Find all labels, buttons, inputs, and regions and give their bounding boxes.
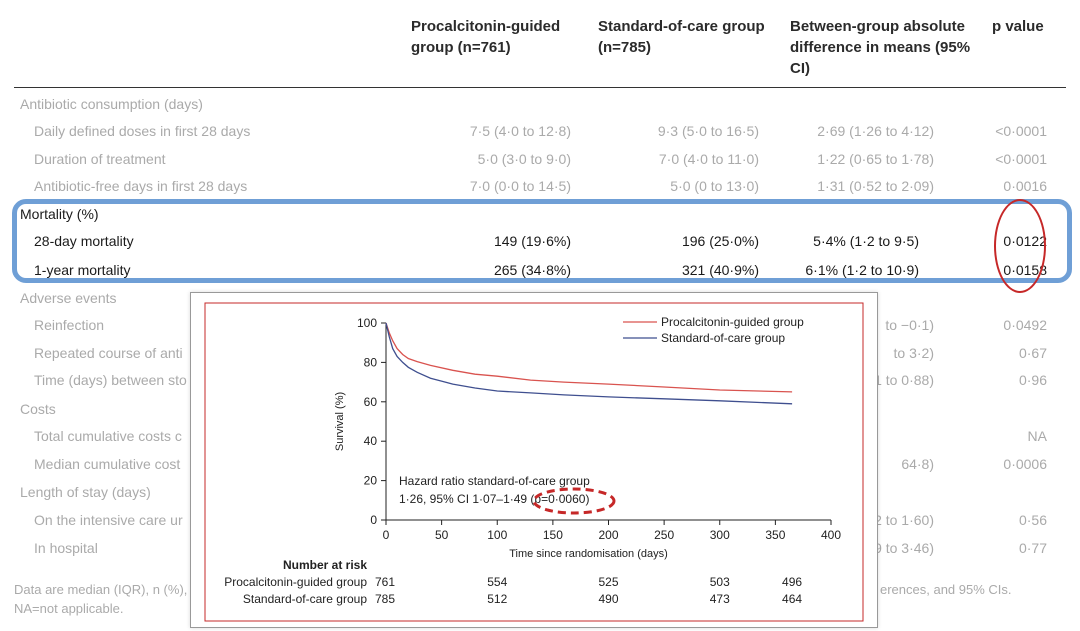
- cell-diff: 9 to 3·46): [874, 540, 934, 556]
- cell-p: NA: [1027, 428, 1047, 444]
- row-label: 1-year mortality: [34, 262, 131, 278]
- x-tick-label: 250: [654, 528, 674, 542]
- cell-pct: 265 (34·8%): [493, 262, 571, 278]
- cell-p: 0·77: [1018, 540, 1047, 556]
- legend-label-0: Procalcitonin-guided group: [661, 315, 804, 329]
- x-tick-label: 100: [487, 528, 507, 542]
- y-tick-label: 20: [364, 474, 378, 488]
- cell-diff: 1·22 (0·65 to 1·78): [817, 151, 934, 167]
- x-tick-label: 400: [821, 528, 841, 542]
- x-tick-label: 50: [435, 528, 449, 542]
- x-tick-label: 0: [383, 528, 390, 542]
- row-label: Daily defined doses in first 28 days: [34, 123, 251, 139]
- x-tick-label: 200: [598, 528, 618, 542]
- footnote-line1: Data are median (IQR), n (%),: [14, 582, 188, 597]
- x-axis-label: Time since randomisation (days): [509, 548, 668, 560]
- row-label: Antibiotic-free days in first 28 days: [34, 178, 248, 194]
- row-label: Time (days) between sto: [34, 372, 187, 388]
- section-heading: Mortality (%): [20, 206, 99, 222]
- row-label: Repeated course of anti: [34, 345, 183, 361]
- cell-p: <0·0001: [995, 151, 1047, 167]
- risk-value: 512: [487, 592, 507, 606]
- risk-row-label: Procalcitonin-guided group: [224, 575, 367, 589]
- survival-chart: 0 20 40 60 80 100 0 50 100 150 200 250 300 350 400 Time…: [204, 302, 864, 622]
- risk-value: 503: [710, 575, 730, 589]
- risk-value: 761: [375, 575, 395, 589]
- row-label: Total cumulative costs c: [34, 428, 182, 444]
- section-heading: Length of stay (days): [20, 484, 151, 500]
- hazard-ratio-line2: 1·26, 95% CI 1·07–1·49 (p=0·0060): [399, 492, 589, 506]
- footnote-line2: NA=not applicable.: [14, 601, 124, 616]
- pvalue-dashed-ellipse: [532, 487, 616, 515]
- x-tick-label: 300: [710, 528, 730, 542]
- cell-soc: 321 (40·9%): [681, 262, 759, 278]
- cell-diff: 1 to 0·88): [874, 372, 934, 388]
- cell-diff: to 3·2): [893, 345, 934, 361]
- cell-soc: 9·3 (5·0 to 16·5): [657, 123, 759, 139]
- cell-diff: 6·1% (1·2 to 10·9): [805, 262, 919, 278]
- row-label: Median cumulative cost: [34, 456, 181, 472]
- footnote-line1-right: erences, and 95% CIs.: [880, 582, 1012, 597]
- cell-p: <0·0001: [995, 123, 1047, 139]
- cell-soc: 7·0 (4·0 to 11·0): [658, 151, 759, 167]
- cell-p: 0·56: [1018, 512, 1047, 528]
- section-heading: Adverse events: [20, 290, 117, 306]
- col-header-pct: Procalcitonin-guided group (n=761): [411, 18, 561, 56]
- risk-value: 554: [487, 575, 507, 589]
- risk-value: 464: [782, 592, 802, 606]
- mortality-highlight-box: [12, 199, 1072, 283]
- y-tick-label: 60: [364, 395, 378, 409]
- cell-soc: 196 (25·0%): [681, 233, 759, 249]
- cell-p: 0·67: [1018, 345, 1047, 361]
- pvalue-circle-annotation: [994, 199, 1046, 293]
- row-label: On the intensive care ur: [34, 512, 183, 528]
- row-label: Duration of treatment: [34, 151, 166, 167]
- chart-frame: [204, 302, 864, 622]
- x-tick-label: 350: [765, 528, 785, 542]
- x-tick-label: 150: [543, 528, 563, 542]
- cell-diff: 5·4% (1·2 to 9·5): [813, 233, 919, 249]
- cell-pct: 149 (19·6%): [493, 233, 571, 249]
- cell-soc: 5·0 (0 to 13·0): [670, 178, 759, 194]
- col-header-p: p value: [992, 18, 1044, 35]
- y-tick-label: 0: [370, 513, 377, 527]
- y-tick-label: 40: [364, 434, 378, 448]
- cell-pct: 7·5 (4·0 to 12·8): [469, 123, 571, 139]
- cell-diff: 64·8): [901, 456, 934, 472]
- row-label: In hospital: [34, 540, 98, 556]
- row-label: 28-day mortality: [34, 233, 134, 249]
- risk-value: 785: [375, 592, 395, 606]
- col-header-soc: Standard-of-care group (n=785): [598, 18, 765, 56]
- legend-label-1: Standard-of-care group: [661, 331, 785, 345]
- risk-value: 496: [782, 575, 802, 589]
- y-tick-label: 80: [364, 355, 378, 369]
- cell-p: 0·0016: [1003, 178, 1047, 194]
- section-heading: Costs: [20, 401, 56, 417]
- series-line-1: [385, 322, 793, 405]
- cell-diff: 1·31 (0·52 to 2·09): [817, 178, 934, 194]
- hazard-ratio-line1: Hazard ratio standard-of-care group: [399, 474, 590, 488]
- cell-diff: 2·69 (1·26 to 4·12): [817, 123, 934, 139]
- risk-value: 490: [598, 592, 618, 606]
- series-line-0: [385, 322, 793, 393]
- risk-value: 525: [598, 575, 618, 589]
- cell-pct: 7·0 (0·0 to 14·5): [469, 178, 571, 194]
- col-header-diff: Between-group absolute difference in mea…: [790, 18, 971, 77]
- cell-diff: to −0·1): [885, 317, 934, 333]
- cell-p: 0·0492: [1003, 317, 1047, 333]
- header-rule: [14, 87, 1066, 88]
- risk-value: 473: [710, 592, 730, 606]
- y-axis-label: Survival (%): [334, 392, 346, 451]
- cell-diff: 2 to 1·60): [874, 512, 934, 528]
- row-label: Reinfection: [34, 317, 105, 333]
- section-heading: Antibiotic consumption (days): [20, 96, 203, 112]
- risk-table-title: Number at risk: [283, 558, 367, 572]
- cell-pct: 5·0 (3·0 to 9·0): [477, 151, 571, 167]
- cell-p: 0·96: [1018, 372, 1047, 388]
- risk-row-label: Standard-of-care group: [243, 592, 367, 606]
- y-tick-label: 100: [357, 316, 377, 330]
- cell-p: 0·0006: [1003, 456, 1047, 472]
- survival-chart-panel: 0 20 40 60 80 100 0 50 100 150 200 250 300 350 400 Time…: [190, 292, 878, 628]
